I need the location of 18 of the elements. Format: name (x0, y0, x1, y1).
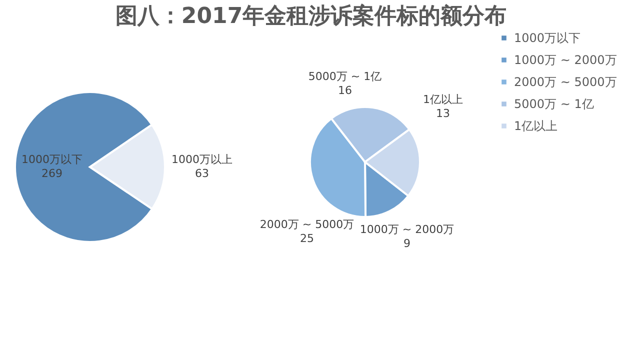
legend-label: 1亿以上 (514, 119, 558, 133)
data-label: 63 (195, 167, 209, 180)
slice-label: 1000万以下 (22, 153, 82, 166)
data-label: 13 (436, 107, 450, 120)
data-label: 9 (404, 237, 410, 250)
data-label: 16 (338, 84, 352, 97)
legend-label: 2000万 ~ 5000万 (514, 75, 617, 89)
slice-label: 5000万 ~ 1亿 (308, 70, 382, 83)
slice-label: 1000万以上 (172, 153, 232, 166)
data-label: 25 (300, 232, 314, 245)
legend-label: 5000万 ~ 1亿 (514, 97, 594, 111)
legend-label: 1000万以下 (514, 31, 581, 45)
slice-label: 1亿以上 (423, 93, 463, 106)
slice-label: 2000万 ~ 5000万 (260, 218, 354, 231)
data-label: 269 (42, 167, 62, 180)
legend-label: 1000万 ~ 2000万 (514, 53, 617, 67)
chart-title: 图八：2017年金租涉诉案件标的额分布 (115, 3, 507, 29)
slice-label: 1000万 ~ 2000万 (360, 223, 454, 236)
